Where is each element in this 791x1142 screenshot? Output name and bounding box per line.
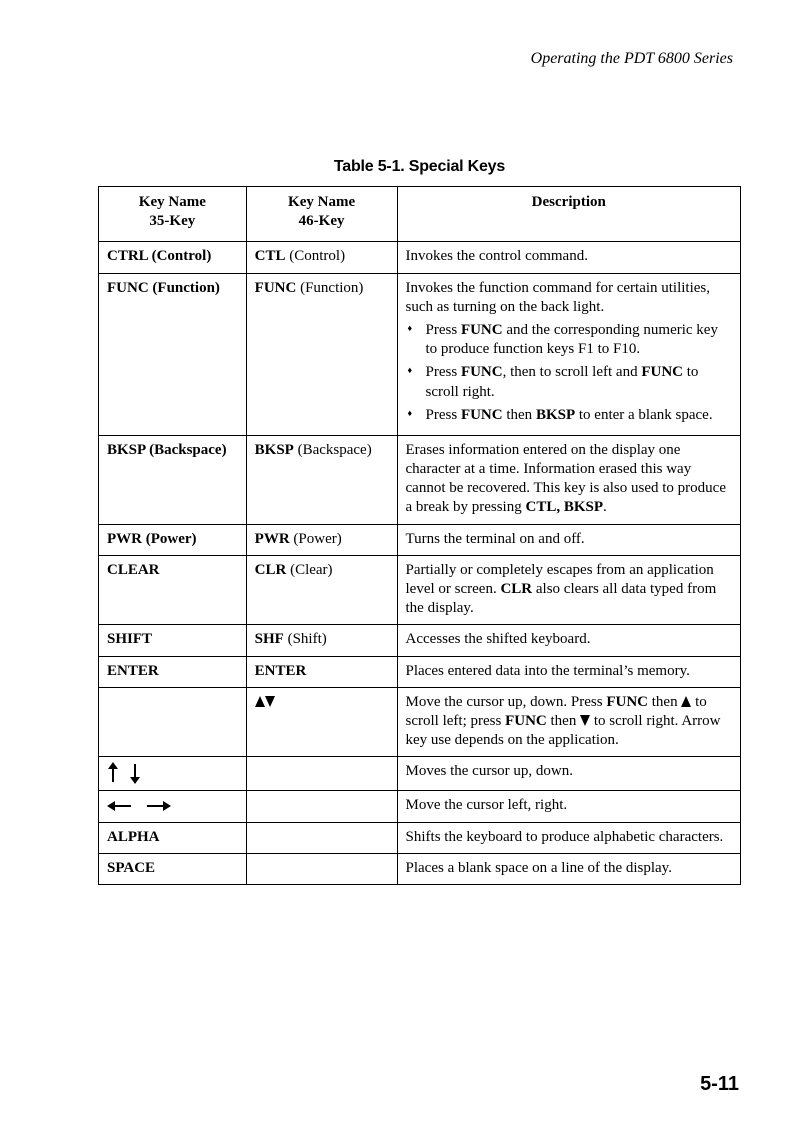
table-row: Moves the cursor up, down. — [99, 757, 741, 791]
table-row: SPACE Places a blank space on a line of … — [99, 853, 741, 884]
key-name-35: BKSP (Backspace) — [107, 442, 227, 458]
key-name-46-bold: CLR — [255, 562, 287, 578]
t: FUNC — [461, 407, 503, 423]
key-name-35: ENTER — [107, 663, 159, 679]
table-row: PWR (Power) PWR (Power) Turns the termin… — [99, 524, 741, 555]
description-cell: Accesses the shifted keyboard. — [397, 625, 740, 656]
key-name-46-rest: (Function) — [296, 280, 363, 296]
header-35key: Key Name 35-Key — [99, 187, 247, 242]
key-name-46-bold: ENTER — [255, 663, 307, 679]
description-cell: Turns the terminal on and off. — [397, 524, 740, 555]
triangle-down-icon — [265, 696, 275, 707]
table-row: SHIFT SHF (Shift) Accesses the shifted k… — [99, 625, 741, 656]
key-name-35: FUNC (Function) — [107, 280, 220, 296]
table-row: Move the cursor up, down. Press FUNC the… — [99, 687, 741, 757]
key-name-35: SPACE — [107, 860, 155, 876]
table-row: BKSP (Backspace) BKSP (Backspace) Erases… — [99, 435, 741, 524]
t: Press — [426, 322, 461, 338]
key-name-46-bold: CTL — [255, 248, 286, 264]
description-cell: Places a blank space on a line of the di… — [397, 853, 740, 884]
key-name-35: SHIFT — [107, 631, 152, 647]
table-row: Move the cursor left, right. — [99, 791, 741, 822]
table-row: ENTER ENTER Places entered data into the… — [99, 656, 741, 687]
bullet-item: Press FUNC then BKSP to enter a blank sp… — [422, 406, 732, 425]
arrow-down-icon — [129, 762, 141, 784]
page-number: 5-11 — [700, 1073, 739, 1096]
header-text: 46-Key — [299, 213, 345, 229]
key-name-46-rest: (Power) — [290, 531, 342, 547]
description-cell: Erases information entered on the displa… — [397, 435, 740, 524]
triangle-up-icon — [255, 696, 265, 707]
t: then — [503, 407, 536, 423]
running-head: Operating the PDT 6800 Series — [98, 50, 733, 68]
key-name-46-bold: FUNC — [255, 280, 297, 296]
arrow-right-icon — [145, 800, 171, 812]
t: , then to scroll left and — [503, 364, 642, 380]
key-name-46-rest: (Shift) — [284, 631, 327, 647]
t: FUNC — [505, 713, 547, 729]
description-cell: Invokes the control command. — [397, 242, 740, 273]
key-name-35-icons — [99, 791, 247, 822]
t: FUNC — [606, 694, 648, 710]
table-row: CTRL (Control) CTL (Control) Invokes the… — [99, 242, 741, 273]
t: FUNC — [641, 364, 683, 380]
description-cell: Move the cursor left, right. — [397, 791, 740, 822]
t: then — [547, 713, 580, 729]
description-cell: Move the cursor up, down. Press FUNC the… — [397, 687, 740, 757]
t: Press — [426, 364, 461, 380]
table-caption: Table 5-1. Special Keys — [98, 158, 741, 176]
page: Operating the PDT 6800 Series Table 5-1.… — [0, 0, 791, 1142]
key-name-35: CLEAR — [107, 562, 160, 578]
key-name-46-icons — [246, 687, 397, 757]
description-cell: Shifts the keyboard to produce alphabeti… — [397, 822, 740, 853]
header-text: Key Name — [139, 194, 206, 210]
key-name-46-bold: BKSP — [255, 442, 294, 458]
key-name-35: PWR (Power) — [107, 531, 197, 547]
key-name-46-bold: PWR — [255, 531, 290, 547]
bullet-item: Press FUNC, then to scroll left and FUNC… — [422, 363, 732, 401]
header-description: Description — [397, 187, 740, 242]
t: Press — [426, 407, 461, 423]
arrow-left-icon — [107, 800, 133, 812]
t: FUNC — [461, 364, 503, 380]
t: CTL, BKSP — [525, 499, 603, 515]
description-cell: Moves the cursor up, down. — [397, 757, 740, 791]
header-text: 35-Key — [149, 213, 195, 229]
key-name-35: ALPHA — [107, 829, 160, 845]
t: . — [603, 499, 607, 515]
special-keys-table: Key Name 35-Key Key Name 46-Key Descript… — [98, 186, 741, 885]
key-name-46-rest: (Control) — [286, 248, 346, 264]
table-row: FUNC (Function) FUNC (Function) Invokes … — [99, 273, 741, 435]
t: to enter a blank space. — [575, 407, 712, 423]
key-name-46-bold: SHF — [255, 631, 284, 647]
triangle-down-icon — [580, 715, 590, 726]
table-row: ALPHA Shifts the keyboard to produce alp… — [99, 822, 741, 853]
t: Move the cursor up, down. Press — [406, 694, 607, 710]
table-header-row: Key Name 35-Key Key Name 46-Key Descript… — [99, 187, 741, 242]
t: FUNC — [461, 322, 503, 338]
t: then — [648, 694, 681, 710]
description-intro: Invokes the function command for certain… — [406, 280, 711, 315]
key-name-35-icons — [99, 757, 247, 791]
description-cell: Invokes the function command for certain… — [397, 273, 740, 435]
t: BKSP — [536, 407, 575, 423]
triangle-up-icon — [681, 696, 691, 707]
header-46key: Key Name 46-Key — [246, 187, 397, 242]
table-row: CLEAR CLR (Clear) Partially or completel… — [99, 555, 741, 625]
key-name-46-rest: (Clear) — [286, 562, 332, 578]
arrow-up-icon — [107, 762, 119, 784]
t: CLR — [500, 581, 532, 597]
description-cell: Partially or completely escapes from an … — [397, 555, 740, 625]
bullet-item: Press FUNC and the corresponding numeric… — [422, 321, 732, 359]
key-name-46-rest: (Backspace) — [294, 442, 372, 458]
bullet-list: Press FUNC and the corresponding numeric… — [406, 321, 732, 425]
header-text: Key Name — [288, 194, 355, 210]
key-name-35: CTRL (Control) — [107, 248, 211, 264]
description-cell: Places entered data into the terminal’s … — [397, 656, 740, 687]
